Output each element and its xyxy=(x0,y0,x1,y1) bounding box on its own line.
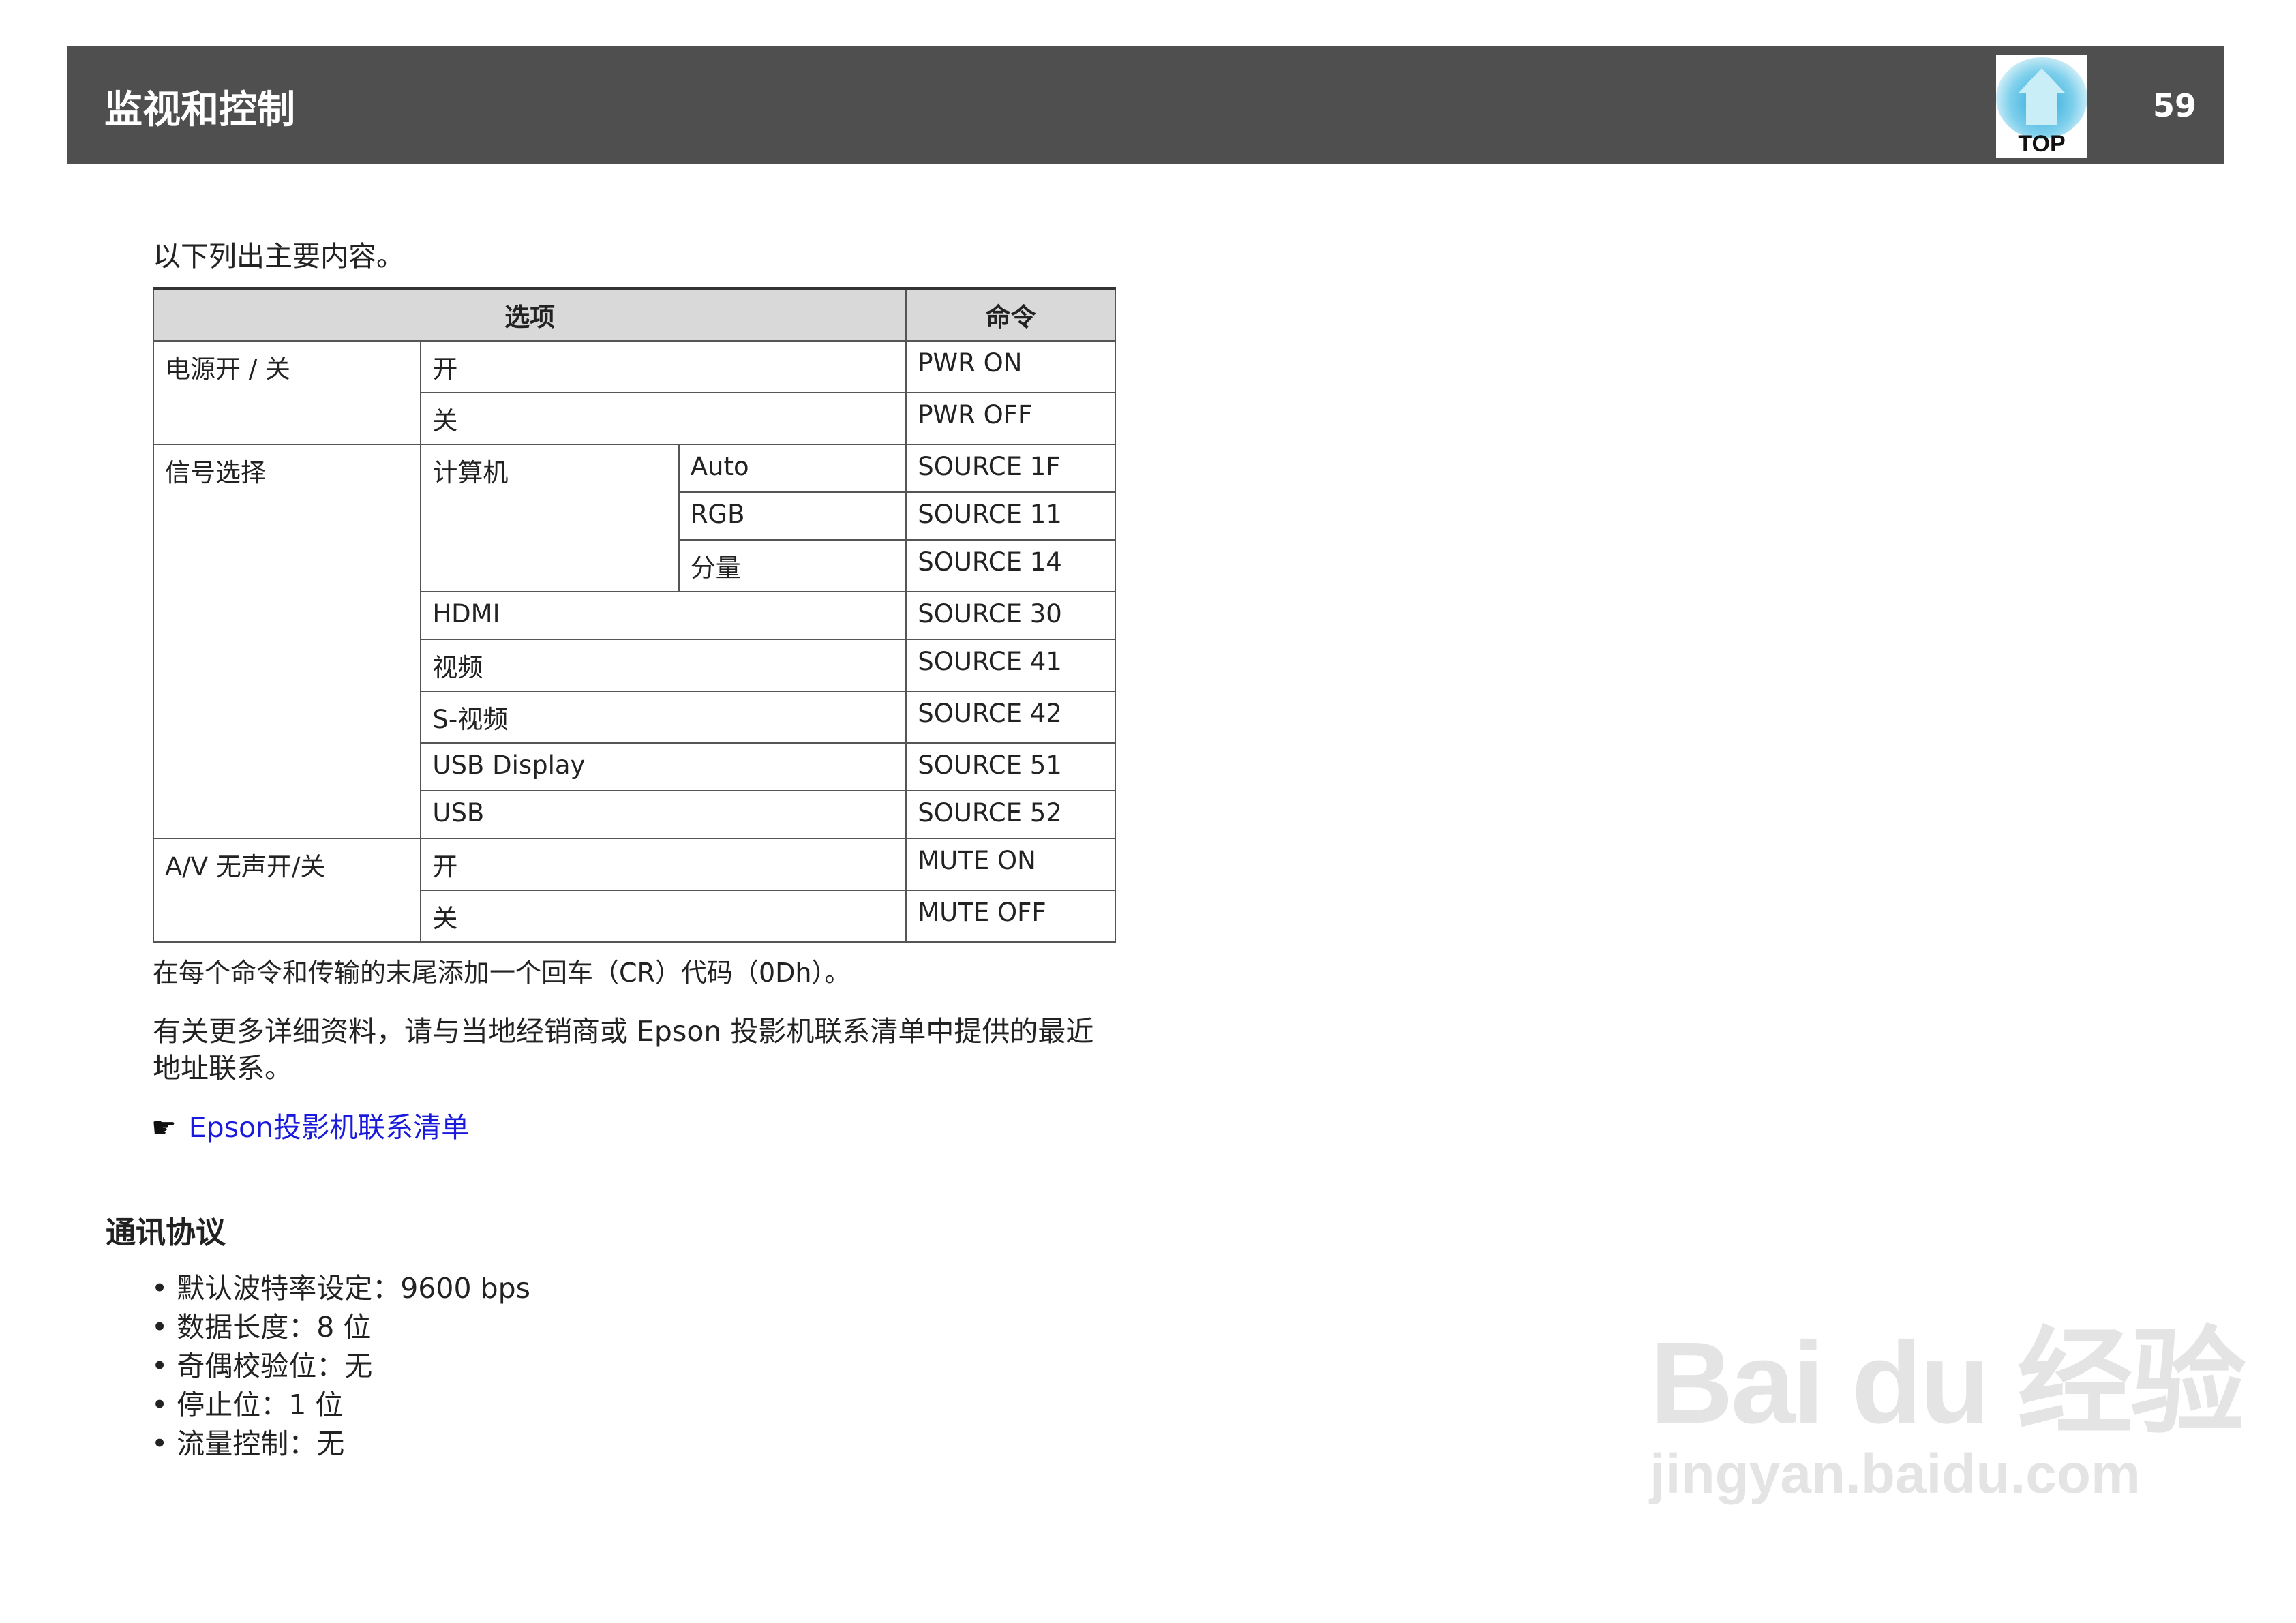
list-item: 数据长度：8 位 xyxy=(151,1308,530,1347)
cell-command: MUTE ON xyxy=(905,838,1116,891)
header-command: 命令 xyxy=(905,287,1116,342)
cell-power: 电源开 / 关 xyxy=(152,340,422,445)
protocol-list: 默认波特率设定：9600 bps 数据长度：8 位 奇偶校验位：无 停止位：1 … xyxy=(151,1269,530,1463)
cr-note: 在每个命令和传输的末尾添加一个回车（CR）代码（0Dh）。 xyxy=(153,958,851,988)
cell-command: SOURCE 41 xyxy=(905,639,1116,692)
list-item: 默认波特率设定：9600 bps xyxy=(151,1269,530,1308)
header-option: 选项 xyxy=(152,287,907,342)
page-header: 监视和控制 TOP 59 xyxy=(67,46,2224,164)
cell-command: SOURCE 52 xyxy=(905,790,1116,839)
table-row: 信号选择 计算机 Auto SOURCE 1F xyxy=(152,444,1116,839)
page-title: 监视和控制 xyxy=(104,88,295,132)
top-label: TOP xyxy=(2018,131,2066,157)
cell: 分量 xyxy=(678,539,907,592)
cell: 视频 xyxy=(420,639,907,692)
cell-command: MUTE OFF xyxy=(905,890,1116,943)
cell: USB xyxy=(420,790,907,839)
contact-list-link[interactable]: ☛ Epson投影机联系清单 xyxy=(151,1104,469,1145)
cell: USB Display xyxy=(420,742,907,791)
cell-command: SOURCE 51 xyxy=(905,742,1116,791)
baidu-watermark: Bai du 经验 jingyan.baidu.com xyxy=(1650,1318,2246,1505)
list-item: 奇偶校验位：无 xyxy=(151,1347,530,1386)
section-title: 通讯协议 xyxy=(106,1215,226,1250)
cell: S-视频 xyxy=(420,691,907,744)
cell: RGB xyxy=(678,491,907,541)
pointing-hand-icon: ☛ xyxy=(151,1111,177,1144)
cell: Auto xyxy=(678,444,907,493)
table-row: USB Display SOURCE 51 xyxy=(153,742,1116,791)
table-row: USB SOURCE 52 xyxy=(153,790,1116,839)
cell: 关 xyxy=(420,392,907,445)
cell-command: SOURCE 11 xyxy=(905,491,1116,541)
cell: 开 xyxy=(420,340,907,393)
list-item: 停止位：1 位 xyxy=(151,1386,530,1425)
table-row: RGB SOURCE 11 xyxy=(153,491,1116,541)
command-table: 选项 命令 电源开 / 关 开 PWR ON 关 PWR OFF 信号选择 计算… xyxy=(152,287,1116,943)
table-row: 关 MUTE OFF xyxy=(153,890,1116,943)
table-header-row: 选项 命令 xyxy=(152,287,1116,342)
cell-command: SOURCE 42 xyxy=(905,691,1116,744)
cell-command: PWR OFF xyxy=(905,392,1116,445)
top-button[interactable]: TOP xyxy=(1996,55,2087,158)
page-number: 59 xyxy=(2153,87,2197,124)
cell-command: SOURCE 14 xyxy=(905,539,1116,592)
cell-source: 信号选择 xyxy=(152,444,422,839)
table-row: 分量 SOURCE 14 xyxy=(153,539,1116,592)
intro-text: 以下列出主要内容。 xyxy=(153,240,404,273)
table-row: S-视频 SOURCE 42 xyxy=(153,691,1116,744)
table-row: 关 PWR OFF xyxy=(153,392,1116,445)
cell: HDMI xyxy=(420,591,907,640)
cell: 关 xyxy=(420,890,907,943)
table-row: 电源开 / 关 开 PWR ON xyxy=(152,340,1116,445)
link-text[interactable]: Epson投影机联系清单 xyxy=(188,1111,470,1144)
table-row: A/V 无声开/关 开 MUTE ON xyxy=(152,838,1116,943)
cell-command: SOURCE 30 xyxy=(905,591,1116,640)
cell: 计算机 xyxy=(420,444,680,592)
cell-command: SOURCE 1F xyxy=(905,444,1116,493)
table-row: HDMI SOURCE 30 xyxy=(153,591,1116,640)
list-item: 流量控制：无 xyxy=(151,1425,530,1463)
more-info-text: 有关更多详细资料，请与当地经销商或 Epson 投影机联系清单中提供的最近地址联… xyxy=(153,1015,1094,1084)
cell-command: PWR ON xyxy=(905,340,1116,393)
table-row: 视频 SOURCE 41 xyxy=(153,639,1116,692)
cell-mute: A/V 无声开/关 xyxy=(152,838,422,943)
cell: 开 xyxy=(420,838,907,891)
